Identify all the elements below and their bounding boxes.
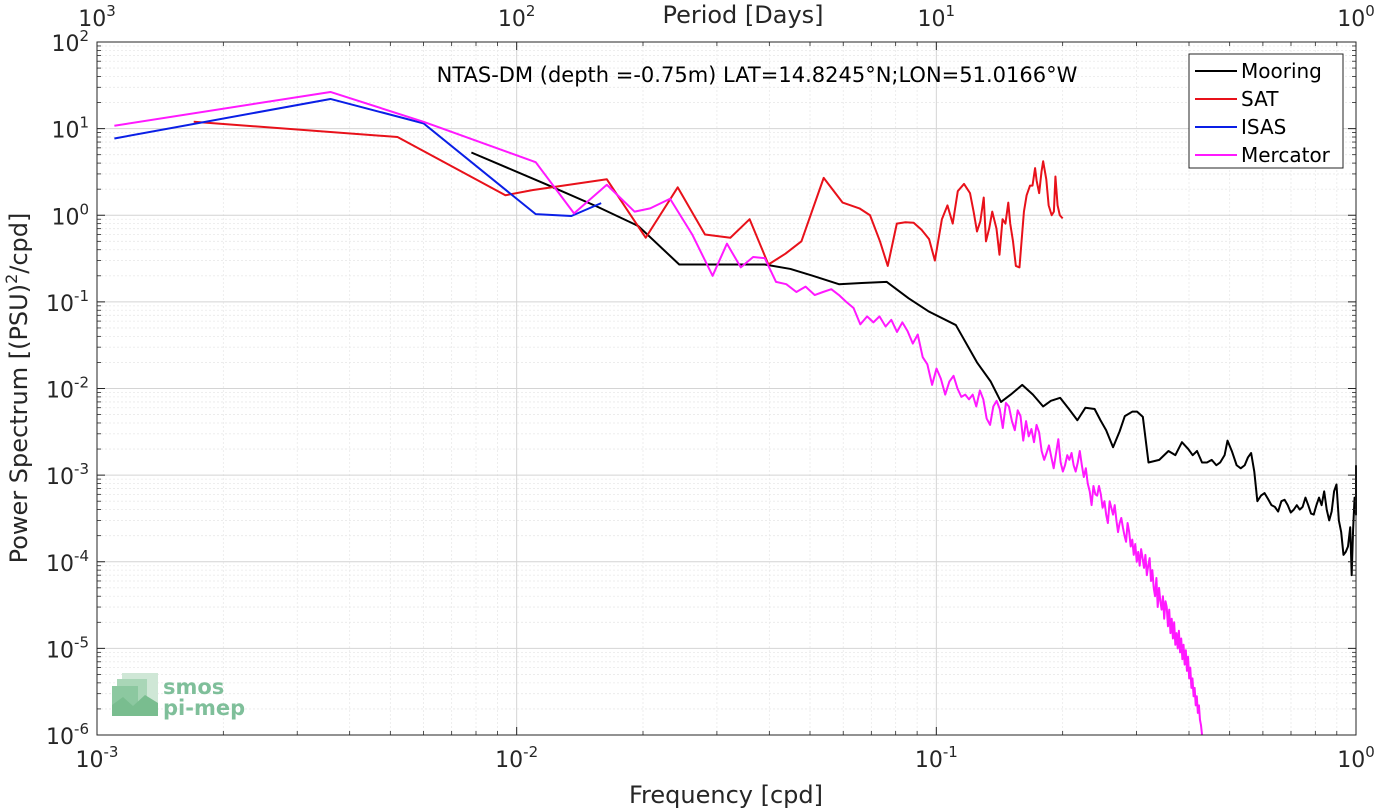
- tick-label-base: 10: [918, 7, 946, 32]
- tick-label-base: 10: [51, 119, 79, 144]
- tick-label-base: 10: [46, 552, 74, 577]
- tick-label-exponent: 1: [946, 2, 956, 20]
- series-line-mooring: [470, 151, 1357, 577]
- tick-label-exponent: 0: [1365, 2, 1375, 20]
- tick-label-exponent: 0: [1365, 743, 1375, 761]
- y-tick-label: 10-6: [46, 720, 89, 750]
- chart-title: NTAS-DM (depth =-0.75m) LAT=14.8245°N;LO…: [437, 63, 1078, 87]
- legend-label-mercator: Mercator: [1241, 143, 1331, 167]
- tick-label-base: 10: [1337, 7, 1365, 32]
- series-line-mercator: [114, 90, 1204, 736]
- tick-label-exponent: -1: [74, 287, 89, 305]
- tick-label-exponent: -6: [74, 720, 89, 738]
- legend-label-isas: ISAS: [1241, 115, 1286, 139]
- y-axis-label: Power Spectrum [(PSU)2/cpd]: [2, 213, 33, 564]
- top-tick-label: 100: [1337, 2, 1375, 32]
- y-tick-label: 10-3: [46, 460, 89, 490]
- tick-label-base: 10: [915, 748, 943, 773]
- y-tick-label: 102: [51, 27, 89, 57]
- logo-text-smos: smos: [163, 675, 224, 699]
- legend: Mooring SAT ISAS Mercator: [1188, 53, 1344, 169]
- smos-pi-mep-logo: smos pi-mep: [112, 673, 245, 720]
- tick-label-base: 10: [78, 7, 106, 32]
- tick-label-exponent: 2: [79, 27, 89, 45]
- y-tick-label: 101: [51, 114, 89, 144]
- y-axis-label-main: Power Spectrum [(PSU): [5, 284, 33, 563]
- y-axis-label-exponent: 2: [2, 274, 21, 284]
- tick-label-base: 10: [498, 7, 526, 32]
- x-tick-label: 10-2: [495, 743, 538, 773]
- tick-label-exponent: -2: [74, 374, 89, 392]
- tick-label-base: 10: [46, 292, 74, 317]
- y-tick-label: 10-2: [46, 374, 89, 404]
- tick-label-exponent: -3: [104, 743, 119, 761]
- x-tick-label: 100: [1337, 743, 1375, 773]
- tick-label-base: 10: [46, 638, 74, 663]
- top-axis-label: Period [Days]: [662, 1, 823, 29]
- tick-label-exponent: 0: [79, 200, 89, 218]
- tick-label-base: 10: [1337, 748, 1365, 773]
- y-tick-label: 10-1: [46, 287, 89, 317]
- tick-label-base: 10: [51, 32, 79, 57]
- tick-label-exponent: -2: [523, 743, 538, 761]
- y-tick-label: 10-4: [46, 547, 89, 577]
- tick-label-exponent: -1: [943, 743, 958, 761]
- series-line-sat: [193, 120, 1064, 269]
- top-tick-label: 101: [918, 2, 956, 32]
- tick-label-base: 10: [76, 748, 104, 773]
- legend-label-sat: SAT: [1241, 87, 1279, 111]
- x-axis-label: Frequency [cpd]: [629, 781, 823, 809]
- series-lines: [114, 90, 1357, 736]
- tick-label-exponent: 3: [106, 2, 116, 20]
- legend-label-mooring: Mooring: [1241, 59, 1322, 83]
- tick-label-base: 10: [495, 748, 523, 773]
- x-tick-label: 10-1: [915, 743, 958, 773]
- tick-label-base: 10: [46, 725, 74, 750]
- tick-label-base: 10: [46, 379, 74, 404]
- logo-mark: [112, 673, 158, 716]
- y-tick-label: 100: [51, 200, 89, 230]
- tick-label-exponent: 2: [526, 2, 536, 20]
- tick-label-exponent: -4: [74, 547, 89, 565]
- series-line-isas: [114, 97, 602, 218]
- tick-label-exponent: -5: [74, 633, 89, 651]
- tick-label-base: 10: [46, 465, 74, 490]
- y-axis-label-tail: /cpd]: [5, 213, 33, 274]
- y-tick-label: 10-5: [46, 633, 89, 663]
- tick-label-exponent: 1: [79, 114, 89, 132]
- tick-marks: [96, 41, 1357, 736]
- tick-label-base: 10: [51, 205, 79, 230]
- logo-text-pi-mep: pi-mep: [163, 696, 245, 720]
- top-tick-label: 103: [78, 2, 116, 32]
- x-tick-label: 10-3: [76, 743, 119, 773]
- top-tick-label: 102: [498, 2, 536, 32]
- tick-label-exponent: -3: [74, 460, 89, 478]
- legend-box: [1188, 53, 1344, 169]
